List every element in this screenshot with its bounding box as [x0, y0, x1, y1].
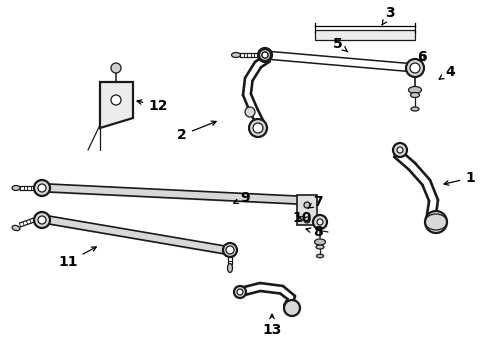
Text: 1: 1	[444, 171, 475, 185]
Circle shape	[304, 202, 310, 208]
Ellipse shape	[227, 264, 232, 273]
Circle shape	[304, 217, 310, 223]
Text: 6: 6	[417, 50, 427, 64]
Ellipse shape	[316, 245, 324, 249]
Circle shape	[234, 286, 246, 298]
Text: 13: 13	[262, 314, 282, 337]
Ellipse shape	[231, 53, 241, 58]
Text: 3: 3	[382, 6, 395, 25]
Circle shape	[34, 212, 50, 228]
Text: 4: 4	[439, 65, 455, 79]
Circle shape	[410, 63, 420, 73]
Circle shape	[237, 289, 243, 295]
Circle shape	[284, 300, 300, 316]
Circle shape	[111, 63, 121, 73]
Circle shape	[258, 48, 272, 62]
Text: 12: 12	[137, 99, 168, 113]
Circle shape	[425, 211, 447, 233]
Circle shape	[245, 107, 255, 117]
Circle shape	[223, 243, 237, 257]
Text: 7: 7	[308, 195, 323, 209]
Circle shape	[317, 219, 323, 225]
Bar	[315, 30, 415, 40]
Ellipse shape	[317, 254, 323, 258]
Ellipse shape	[315, 239, 325, 245]
Circle shape	[249, 119, 267, 137]
Ellipse shape	[409, 86, 421, 94]
Ellipse shape	[12, 185, 20, 190]
Circle shape	[111, 95, 121, 105]
Circle shape	[313, 215, 327, 229]
Text: 9: 9	[234, 191, 250, 205]
Circle shape	[38, 216, 46, 224]
Text: 10: 10	[293, 211, 312, 225]
Circle shape	[226, 246, 234, 254]
Circle shape	[406, 59, 424, 77]
Bar	[297, 195, 317, 225]
Text: 2: 2	[177, 121, 216, 142]
Ellipse shape	[411, 107, 419, 111]
Circle shape	[34, 180, 50, 196]
Circle shape	[262, 52, 268, 58]
Polygon shape	[100, 82, 133, 128]
Text: 5: 5	[333, 37, 348, 52]
Text: 11: 11	[58, 247, 97, 269]
Circle shape	[393, 143, 407, 157]
Text: 8: 8	[306, 225, 323, 239]
Ellipse shape	[411, 93, 419, 98]
Circle shape	[259, 49, 271, 61]
Circle shape	[38, 184, 46, 192]
Circle shape	[253, 123, 263, 133]
Circle shape	[397, 147, 403, 153]
Ellipse shape	[12, 225, 20, 231]
Circle shape	[262, 52, 268, 58]
